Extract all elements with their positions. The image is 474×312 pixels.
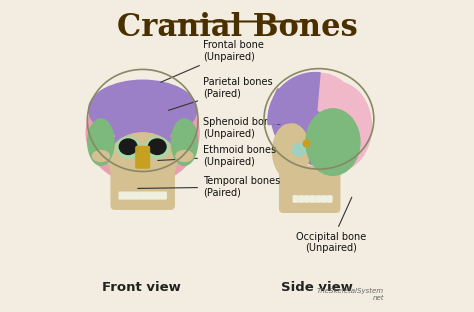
Ellipse shape (89, 80, 197, 139)
FancyBboxPatch shape (156, 192, 161, 199)
Wedge shape (271, 89, 322, 164)
Text: Cranial Bones: Cranial Bones (117, 12, 357, 43)
FancyBboxPatch shape (280, 166, 340, 212)
FancyBboxPatch shape (310, 196, 315, 202)
Ellipse shape (119, 139, 137, 154)
Ellipse shape (145, 137, 169, 158)
Text: Side view: Side view (282, 281, 353, 294)
Ellipse shape (117, 137, 140, 158)
FancyBboxPatch shape (299, 196, 303, 202)
Ellipse shape (148, 139, 166, 154)
FancyBboxPatch shape (140, 192, 145, 199)
FancyBboxPatch shape (161, 192, 166, 199)
FancyBboxPatch shape (130, 192, 135, 199)
Text: Sphenoid bones
(Unpaired): Sphenoid bones (Unpaired) (173, 117, 281, 148)
Text: Parietal bones
(Paired): Parietal bones (Paired) (169, 77, 273, 110)
Ellipse shape (306, 109, 360, 175)
FancyBboxPatch shape (111, 157, 174, 209)
FancyBboxPatch shape (135, 192, 140, 199)
Wedge shape (268, 72, 320, 124)
FancyBboxPatch shape (327, 196, 332, 202)
Ellipse shape (284, 73, 354, 137)
Text: Temporal bones
(Paired): Temporal bones (Paired) (138, 176, 280, 198)
FancyBboxPatch shape (136, 146, 149, 168)
Text: Occipital bone
(Unpaired): Occipital bone (Unpaired) (296, 197, 366, 253)
Text: Ethmoid bones
(Unpaired): Ethmoid bones (Unpaired) (158, 145, 276, 167)
Ellipse shape (292, 143, 305, 156)
FancyBboxPatch shape (305, 196, 309, 202)
FancyBboxPatch shape (119, 192, 124, 199)
Ellipse shape (88, 119, 114, 165)
Ellipse shape (92, 151, 109, 161)
Text: Frontal bone
(Unpaired): Frontal bone (Unpaired) (161, 40, 264, 82)
Ellipse shape (273, 124, 310, 179)
FancyBboxPatch shape (146, 192, 150, 199)
Text: Front view: Front view (102, 281, 181, 294)
Text: TheSkeletalSystem
net: TheSkeletalSystem net (317, 288, 384, 301)
FancyBboxPatch shape (293, 196, 298, 202)
Ellipse shape (303, 140, 310, 147)
Ellipse shape (109, 133, 177, 188)
Ellipse shape (86, 82, 199, 184)
Ellipse shape (176, 151, 193, 161)
Wedge shape (100, 114, 185, 169)
FancyBboxPatch shape (322, 196, 326, 202)
FancyBboxPatch shape (125, 192, 129, 199)
FancyBboxPatch shape (316, 196, 320, 202)
FancyBboxPatch shape (151, 192, 155, 199)
Ellipse shape (171, 119, 198, 165)
Ellipse shape (301, 82, 372, 172)
